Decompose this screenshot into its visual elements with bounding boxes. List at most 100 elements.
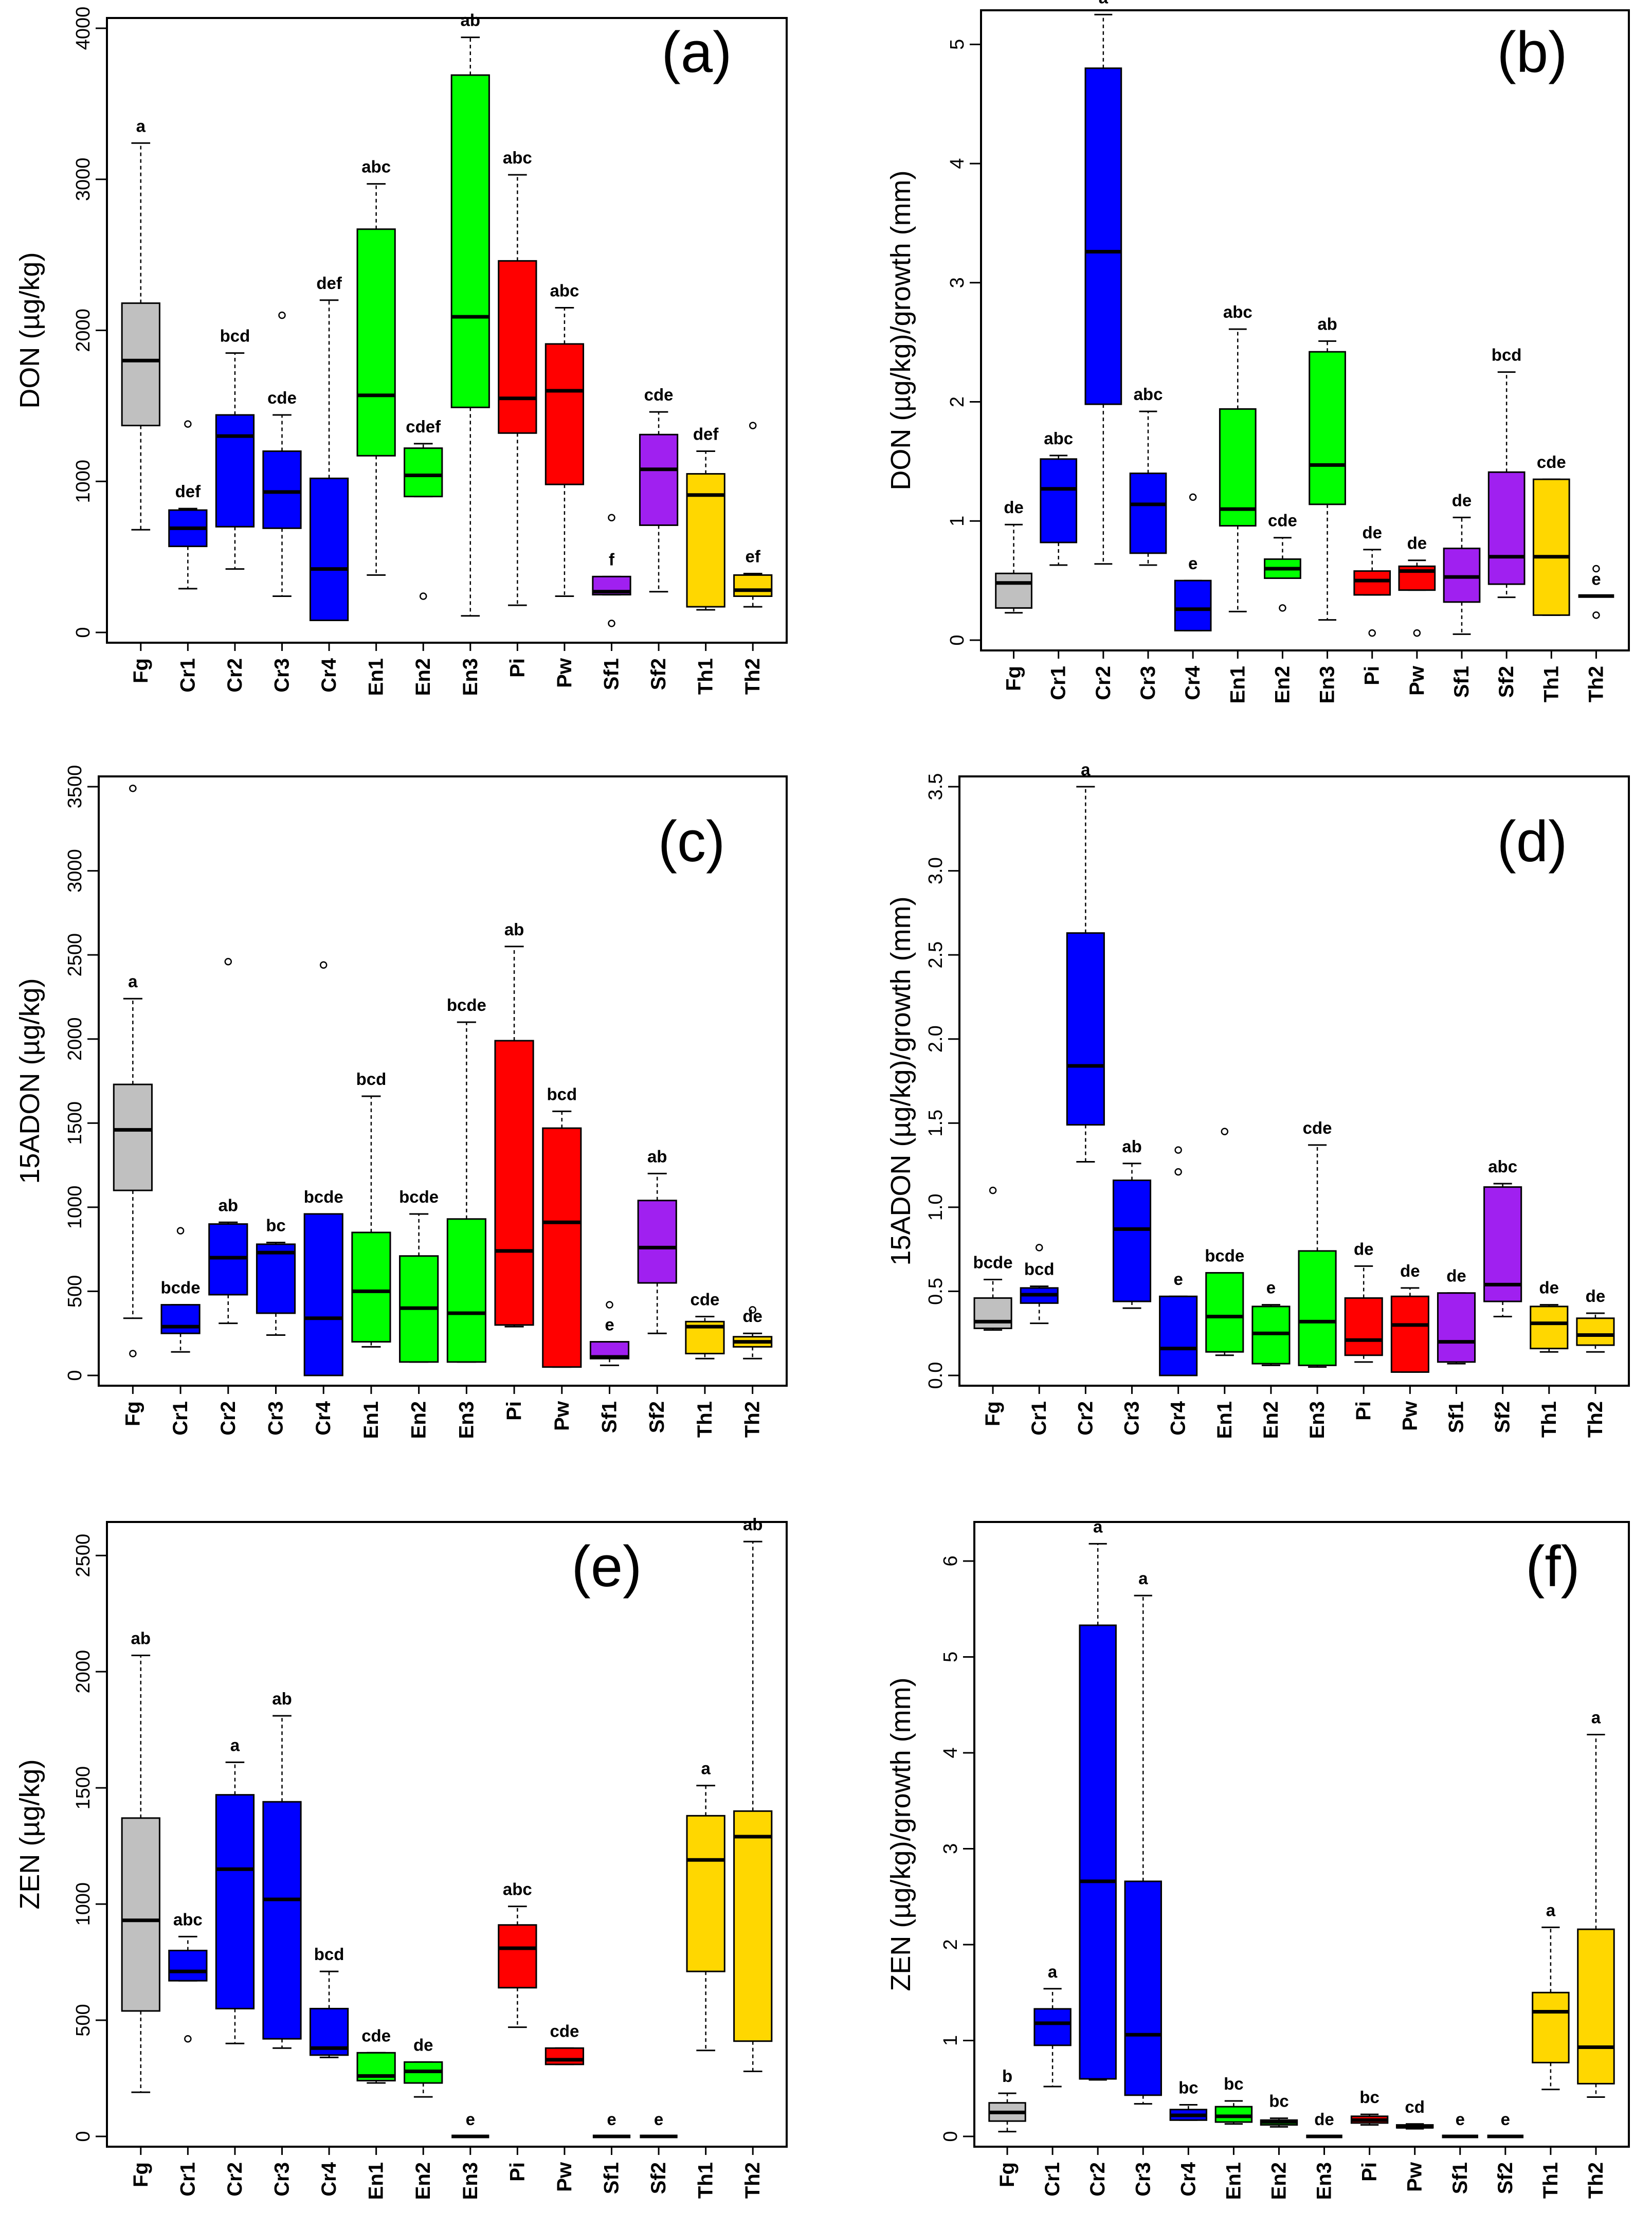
box-En3 <box>1309 351 1346 505</box>
box-Pi <box>498 1924 537 1989</box>
x-tick-label: En2 <box>412 658 434 696</box>
x-tick-label: Pw <box>551 1401 573 1431</box>
box-Sf2 <box>1487 471 1526 585</box>
box-Pi <box>498 260 537 434</box>
box-En1 <box>1219 408 1257 527</box>
significance-letter: e <box>1188 554 1197 573</box>
x-tick-label: Th1 <box>1538 1401 1560 1438</box>
x-tick-label: Sf1 <box>1449 2162 1472 2194</box>
x-tick-label: Th1 <box>1539 2162 1562 2199</box>
panel-label: (c) <box>658 809 725 874</box>
significance-letter: bc <box>1224 2074 1244 2093</box>
significance-letter: bcd <box>547 1084 577 1103</box>
box-Cr4 <box>309 477 349 621</box>
box-Cr2 <box>215 414 255 528</box>
significance-letter: abc <box>173 1910 203 1929</box>
x-tick-label: En1 <box>1222 2162 1245 2200</box>
x-tick-label: Fg <box>130 658 152 683</box>
y-tick-label: 2000 <box>72 309 94 352</box>
y-tick-label: 3.5 <box>925 773 947 801</box>
box-Th2 <box>733 1810 773 2042</box>
x-tick-label: Pw <box>1404 2162 1426 2192</box>
x-tick-label: Cr4 <box>318 658 340 692</box>
outlier-point <box>606 1301 613 1309</box>
significance-letter: abc <box>1488 1157 1517 1176</box>
x-tick-label: Fg <box>1003 666 1025 691</box>
significance-letter: de <box>1407 534 1427 553</box>
outlier-point <box>1174 1168 1182 1176</box>
box-Cr2 <box>215 1794 255 2009</box>
outlier-point <box>184 2035 192 2043</box>
x-tick-label: Sf1 <box>1450 666 1473 698</box>
x-tick-label: Pi <box>506 658 529 678</box>
box-En3 <box>1298 1250 1337 1366</box>
y-tick-label: 4 <box>940 1747 961 1758</box>
box-Fg <box>995 572 1032 609</box>
significance-letter: e <box>1173 1270 1183 1289</box>
y-tick-label: 1500 <box>64 1101 86 1145</box>
y-tick-label: 2 <box>940 1939 961 1950</box>
y-tick-label: 2.5 <box>925 941 947 969</box>
panel-label: (e) <box>572 1534 642 1599</box>
significance-letter: de <box>1400 1261 1420 1280</box>
y-tick-label: 4000 <box>72 7 94 50</box>
x-tick-label: Th2 <box>741 1401 764 1438</box>
significance-letter: abc <box>1223 302 1252 321</box>
box-Cr1 <box>160 1304 201 1334</box>
significance-letter: def <box>316 274 342 293</box>
x-tick-label: Th1 <box>695 658 717 695</box>
x-tick-label: En2 <box>412 2162 434 2200</box>
x-tick-label: Th2 <box>1584 1401 1607 1438</box>
y-tick-label: 0 <box>72 627 94 638</box>
outlier-point <box>608 620 615 627</box>
significance-letter: cd <box>1405 2097 1425 2116</box>
y-axis-label: ZEN (µg/kg) <box>14 1759 45 1909</box>
box-Cr3 <box>262 450 302 529</box>
significance-letter: a <box>1048 1962 1058 1981</box>
significance-letter: cde <box>690 1290 719 1309</box>
y-tick-label: 1.0 <box>925 1193 947 1221</box>
significance-letter: ab <box>219 1195 239 1214</box>
significance-letter: de <box>1004 498 1024 517</box>
y-axis-label: 15ADON (µg/kg) <box>14 978 45 1184</box>
box-Pw <box>1390 1295 1429 1373</box>
box-Cr4 <box>303 1213 343 1376</box>
significance-letter: de <box>742 1307 763 1326</box>
y-tick-label: 3 <box>940 1843 961 1854</box>
significance-letter: cde <box>1303 1118 1332 1137</box>
y-tick-label: 1000 <box>64 1186 86 1229</box>
box-Cr1 <box>1040 458 1078 543</box>
significance-letter: abc <box>1044 429 1073 448</box>
x-tick-label: Cr2 <box>1086 2162 1109 2197</box>
y-tick-label: 0.0 <box>925 1362 947 1389</box>
x-tick-label: Sf2 <box>1492 1401 1514 1433</box>
x-tick-label: Th1 <box>695 2162 717 2199</box>
x-tick-label: Pw <box>1399 1401 1421 1431</box>
significance-letter: ab <box>504 920 524 939</box>
x-tick-label: Cr4 <box>1182 665 1204 700</box>
y-tick-label: 2000 <box>64 1017 86 1061</box>
box-Th2 <box>1576 1317 1615 1346</box>
box-Th2 <box>1577 1928 1615 2084</box>
box-Fg <box>973 1297 1012 1329</box>
significance-letter: e <box>1456 2110 1465 2129</box>
box-Cr2 <box>1084 67 1122 405</box>
plot-frame <box>106 17 788 644</box>
x-tick-label: Pw <box>553 2162 576 2192</box>
significance-letter: ef <box>746 547 761 566</box>
panel-label: (a) <box>662 20 732 84</box>
box-Pw <box>542 1127 582 1368</box>
significance-letter: bcd <box>314 1945 344 1964</box>
box-En1 <box>356 228 396 457</box>
x-tick-label: Sf2 <box>1494 2162 1517 2194</box>
y-axis-label: DON (µg/kg) <box>14 252 45 408</box>
significance-letter: e <box>1501 2110 1510 2129</box>
outlier-point <box>1592 611 1600 619</box>
x-tick-label: En1 <box>1213 1401 1236 1439</box>
y-tick-label: 3 <box>947 277 968 288</box>
x-tick-label: En1 <box>360 1401 383 1439</box>
box-Cr3 <box>256 1243 296 1314</box>
y-tick-label: 0 <box>72 2131 94 2142</box>
x-tick-label: Th2 <box>741 2162 764 2199</box>
x-tick-label: Cr4 <box>312 1401 335 1435</box>
